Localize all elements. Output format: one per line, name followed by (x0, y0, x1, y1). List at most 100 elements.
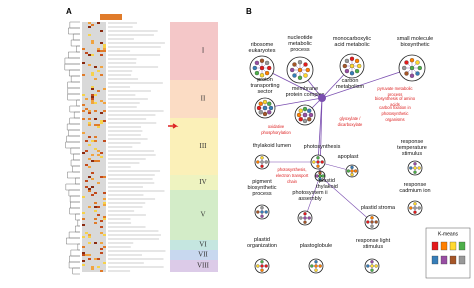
node (321, 174, 325, 178)
node-label: proton transporting sector (250, 77, 279, 95)
heatmap-cell (91, 140, 94, 142)
node (349, 63, 355, 69)
heatmap-cell (103, 246, 106, 248)
dendrogram (64, 21, 80, 275)
node (256, 105, 262, 111)
node (296, 112, 302, 118)
node-label: response light stimulus (356, 238, 391, 250)
heatmap-cell (91, 86, 94, 88)
node (302, 106, 308, 112)
node (370, 264, 374, 268)
heatmap-cell (97, 70, 100, 72)
node (303, 73, 308, 78)
heatmap-cell (100, 50, 103, 52)
heatmap-cell (82, 48, 85, 50)
node (307, 117, 312, 122)
legend-swatch (458, 255, 466, 265)
node (298, 108, 303, 113)
node (264, 70, 270, 76)
node (297, 75, 303, 80)
node (342, 63, 347, 69)
node (415, 71, 420, 76)
heatmap-cell (100, 156, 103, 158)
heatmap-cell (82, 236, 85, 238)
legend-swatch (440, 255, 448, 265)
heatmap-cell (97, 258, 100, 260)
heatmap-cell (97, 266, 100, 268)
heatmap-cell (88, 242, 91, 244)
network-edge (304, 175, 321, 219)
node (417, 166, 421, 170)
heatmap-cell (91, 54, 94, 56)
heatmap-cell (103, 204, 106, 206)
heatmap-cell (97, 150, 100, 152)
legend-swatch (431, 255, 439, 265)
heatmap-cell (100, 42, 103, 44)
heatmap-cell (91, 102, 94, 104)
heatmap-cell (100, 252, 103, 254)
node (305, 67, 310, 73)
heatmap-cell (82, 254, 85, 256)
node (303, 62, 308, 67)
node (374, 264, 378, 268)
heatmap-cell (91, 88, 94, 90)
node-label: response cadmium ion (399, 182, 430, 194)
heatmap-cell (88, 258, 91, 260)
node (316, 156, 320, 160)
node (258, 110, 263, 115)
cluster-label: V (200, 211, 205, 219)
node (262, 111, 268, 117)
heatmap-cell (100, 152, 103, 154)
heatmap-cell (82, 110, 85, 112)
node (413, 170, 417, 174)
node (264, 264, 268, 268)
heatmap-cell (97, 22, 100, 24)
node (290, 67, 295, 73)
heatmap-cell (103, 192, 106, 194)
heatmap-cell (100, 120, 103, 122)
heatmap-cell (88, 188, 91, 190)
heatmap-cell (94, 160, 97, 162)
node (268, 105, 274, 111)
cluster-label: VII (198, 251, 208, 259)
cluster-band (170, 80, 218, 118)
heatmap-cell (94, 242, 97, 244)
node (349, 71, 355, 76)
legend-swatch (440, 241, 448, 251)
legend-swatch (458, 241, 466, 251)
node (303, 216, 307, 220)
heatmap-cell (85, 108, 88, 110)
node (259, 65, 265, 71)
heatmap-cell (82, 104, 85, 106)
heatmap-cell (94, 202, 97, 204)
heatmap-cell (97, 48, 100, 50)
heatmap-top (100, 14, 122, 20)
node (366, 264, 370, 268)
heatmap-cell (97, 154, 100, 156)
heatmap-cell (97, 90, 100, 92)
node (318, 171, 322, 175)
heatmap-cell (82, 252, 85, 254)
node (307, 108, 312, 113)
heatmap-cell (85, 52, 88, 54)
heatmap-cell (91, 94, 94, 96)
legend-swatch (449, 255, 457, 265)
heatmap-cell (100, 220, 103, 222)
heatmap-cell (94, 218, 97, 220)
node (354, 68, 360, 74)
node (404, 60, 409, 65)
node (370, 216, 374, 220)
node (413, 210, 417, 214)
cluster-band (170, 118, 218, 175)
heatmap-cell (88, 34, 91, 36)
node-label: thylakoid lumen (253, 143, 291, 149)
heatmap-cell (103, 262, 106, 264)
heatmap-cell (94, 140, 97, 142)
heatmap-cell (91, 96, 94, 98)
annotation: carbon fixation in photosynthetic organism… (379, 105, 411, 122)
node (310, 264, 314, 268)
heatmap-cell (91, 40, 94, 42)
node (297, 67, 303, 73)
heatmap-cell (88, 26, 91, 28)
annotation: oxidative phosphorylation (261, 124, 291, 135)
